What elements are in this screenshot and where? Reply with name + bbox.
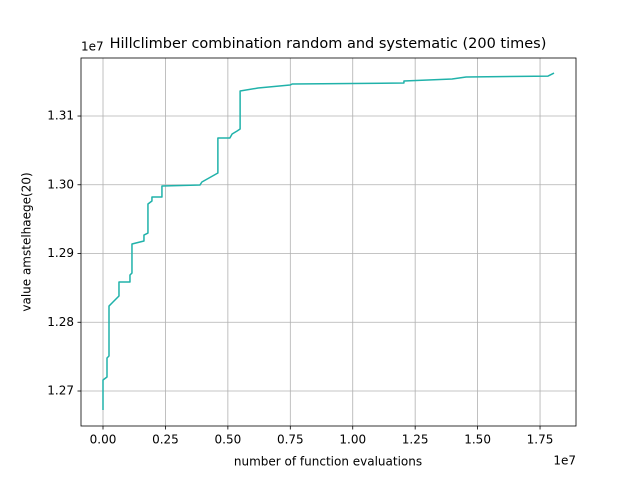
x-tick-label: 1.50 (464, 433, 491, 447)
y-tick-label: 1.29 (47, 246, 74, 260)
y-tick-label: 1.27 (47, 384, 74, 398)
y-offset-label: 1e7 (81, 40, 104, 54)
x-tick-label: 0.75 (277, 433, 304, 447)
y-tick-label: 1.28 (47, 315, 74, 329)
x-tick-label: 1.25 (402, 433, 429, 447)
y-tick-label: 1.30 (47, 177, 74, 191)
data-line (102, 72, 555, 410)
chart-title: Hillclimber combination random and syste… (110, 36, 547, 52)
plot-frame (80, 57, 577, 427)
x-offset-label: 1e7 (553, 454, 576, 468)
y-tick-label: 1.31 (47, 109, 74, 123)
y-axis-label: value amstelhaege(20) (20, 172, 34, 311)
x-tick-label: 0.25 (152, 433, 179, 447)
x-axis-label: number of function evaluations (234, 455, 422, 469)
x-tick-label: 1.75 (527, 433, 554, 447)
x-tick-label: 0.00 (90, 433, 117, 447)
x-tick-label: 1.00 (339, 433, 366, 447)
x-tick-label: 0.50 (215, 433, 242, 447)
